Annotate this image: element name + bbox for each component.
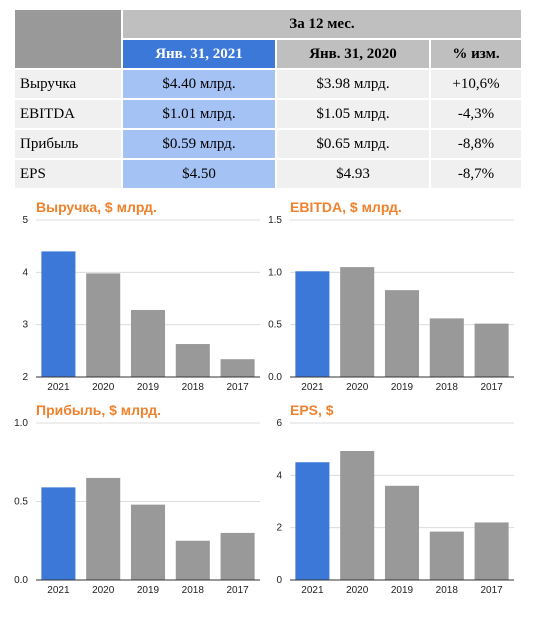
period-header: За 12 мес. xyxy=(123,10,521,38)
cell-ebitda-change: -4,3% xyxy=(431,100,521,128)
bar-revenue-2017 xyxy=(220,359,255,377)
ytick-label-ebitda: 0.0 xyxy=(268,372,282,383)
cell-revenue-current: $4.40 млрд. xyxy=(123,70,275,98)
chart-title-eps: EPS, $ xyxy=(290,402,334,418)
row-label-eps: EPS xyxy=(15,160,121,188)
ytick-label-profit: 0.5 xyxy=(14,497,28,508)
bar-revenue-2020 xyxy=(86,273,121,377)
xtick-label-profit: 2019 xyxy=(137,585,160,596)
ytick-label-profit: 1.0 xyxy=(14,418,28,429)
row-label-profit: Прибыль xyxy=(15,130,121,158)
bar-profit-2020 xyxy=(86,477,121,580)
xtick-label-eps: 2018 xyxy=(436,585,459,596)
cell-profit-current: $0.59 млрд. xyxy=(123,130,275,158)
xtick-label-ebitda: 2021 xyxy=(301,382,324,393)
bar-ebitda-2020 xyxy=(340,267,375,377)
column-header-previous: Янв. 31, 2020 xyxy=(277,40,429,68)
cell-eps-previous: $4.93 xyxy=(277,160,429,188)
bar-eps-2018 xyxy=(429,531,464,580)
bar-profit-2019 xyxy=(130,504,166,580)
ytick-label-ebitda: 1.5 xyxy=(268,215,282,226)
xtick-label-profit: 2017 xyxy=(226,585,249,596)
xtick-label-revenue: 2020 xyxy=(92,382,115,393)
bar-eps-2021 xyxy=(295,462,330,580)
bar-ebitda-2018 xyxy=(429,318,464,377)
xtick-label-revenue: 2017 xyxy=(226,382,249,393)
bar-revenue-2018 xyxy=(175,344,210,377)
cell-profit-previous: $0.65 млрд. xyxy=(277,130,429,158)
xtick-label-eps: 2021 xyxy=(301,585,324,596)
ytick-label-eps: 0 xyxy=(276,575,282,586)
xtick-label-revenue: 2019 xyxy=(137,382,160,393)
ytick-label-profit: 0.0 xyxy=(14,575,28,586)
bar-eps-2019 xyxy=(384,485,420,580)
ytick-label-ebitda: 1.0 xyxy=(268,267,282,278)
ytick-label-revenue: 3 xyxy=(22,320,28,331)
row-label-revenue: Выручка xyxy=(15,70,121,98)
bar-ebitda-2017 xyxy=(474,323,509,377)
bar-ebitda-2019 xyxy=(384,290,420,377)
cell-revenue-previous: $3.98 млрд. xyxy=(277,70,429,98)
xtick-label-ebitda: 2017 xyxy=(480,382,503,393)
cell-profit-change: -8,8% xyxy=(431,130,521,158)
bar-revenue-2021 xyxy=(41,251,76,377)
bar-revenue-2019 xyxy=(130,310,166,377)
row-label-ebitda: EBITDA xyxy=(15,100,121,128)
xtick-label-ebitda: 2020 xyxy=(346,382,369,393)
cell-eps-current: $4.50 xyxy=(123,160,275,188)
bar-eps-2020 xyxy=(340,450,375,580)
bar-profit-2021 xyxy=(41,487,76,580)
xtick-label-profit: 2020 xyxy=(92,585,115,596)
xtick-label-ebitda: 2018 xyxy=(436,382,459,393)
xtick-label-profit: 2018 xyxy=(182,585,205,596)
ytick-label-revenue: 4 xyxy=(22,267,28,278)
cell-ebitda-current: $1.01 млрд. xyxy=(123,100,275,128)
bar-profit-2018 xyxy=(175,540,210,580)
ytick-label-ebitda: 0.5 xyxy=(268,320,282,331)
ytick-label-revenue: 2 xyxy=(22,372,28,383)
xtick-label-eps: 2020 xyxy=(346,585,369,596)
cell-ebitda-previous: $1.05 млрд. xyxy=(277,100,429,128)
xtick-label-eps: 2017 xyxy=(480,585,503,596)
ytick-label-revenue: 5 xyxy=(22,215,28,226)
bar-profit-2017 xyxy=(220,532,255,580)
chart-title-profit: Прибыль, $ млрд. xyxy=(36,402,162,418)
column-header-current: Янв. 31, 2021 xyxy=(123,40,275,68)
xtick-label-ebitda: 2019 xyxy=(391,382,414,393)
xtick-label-eps: 2019 xyxy=(391,585,414,596)
cell-revenue-change: +10,6% xyxy=(431,70,521,98)
chart-title-ebitda: EBITDA, $ млрд. xyxy=(290,199,402,215)
ytick-label-eps: 4 xyxy=(276,470,282,481)
financial-summary-table: За 12 мес. Янв. 31, 2021 Янв. 31, 2020 %… xyxy=(15,10,521,188)
chart-title-revenue: Выручка, $ млрд. xyxy=(36,199,157,215)
xtick-label-revenue: 2021 xyxy=(47,382,70,393)
xtick-label-revenue: 2018 xyxy=(182,382,205,393)
bar-eps-2017 xyxy=(474,522,509,580)
cell-eps-change: -8,7% xyxy=(431,160,521,188)
column-header-change: % изм. xyxy=(431,40,521,68)
ytick-label-eps: 2 xyxy=(276,523,282,534)
ytick-label-eps: 6 xyxy=(276,418,282,429)
xtick-label-profit: 2021 xyxy=(47,585,70,596)
table-corner-cell xyxy=(15,10,121,68)
bar-ebitda-2021 xyxy=(295,271,330,377)
